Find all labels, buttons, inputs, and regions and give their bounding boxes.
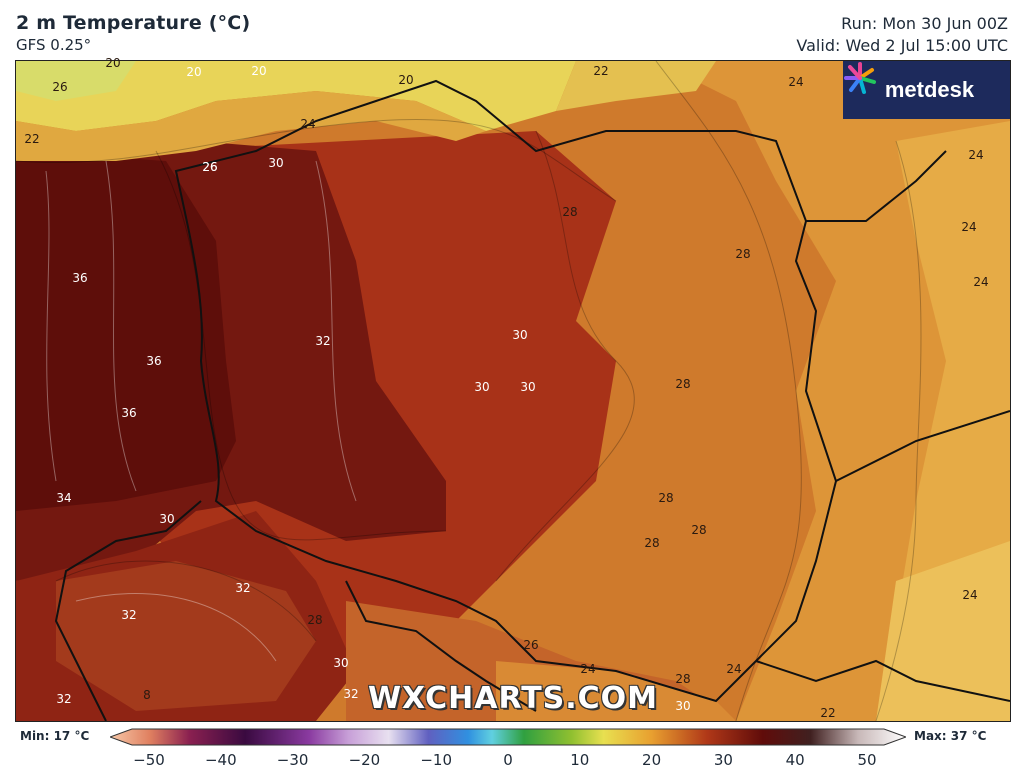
watermark: WXCHARTS.COM bbox=[367, 681, 659, 716]
legend-tick-label: 10 bbox=[570, 751, 590, 769]
contour-label: 36 bbox=[72, 271, 88, 285]
contour-label: 30 bbox=[268, 156, 284, 170]
legend-tick-label: −30 bbox=[276, 751, 309, 769]
brand-name: metdesk bbox=[884, 77, 975, 102]
legend-max: Max: 37 °C bbox=[914, 729, 987, 743]
contour-label: 28 bbox=[307, 613, 323, 627]
contour-label: 20 bbox=[251, 64, 267, 78]
contour-label: 28 bbox=[691, 523, 707, 537]
contour-label: 30 bbox=[159, 512, 175, 526]
contour-label: 32 bbox=[56, 692, 72, 706]
contour-label: 26 bbox=[202, 160, 218, 174]
contour-label: 26 bbox=[52, 80, 68, 94]
legend-tick-label: 20 bbox=[642, 751, 662, 769]
contour-label: 30 bbox=[474, 380, 490, 394]
contour-label: 24 bbox=[300, 117, 316, 131]
legend-tick-label: −10 bbox=[420, 751, 453, 769]
contour-label: 30 bbox=[520, 380, 536, 394]
legend-min: Min: 17 °C bbox=[20, 729, 90, 743]
legend-tick-label: 30 bbox=[713, 751, 733, 769]
contour-label: 34 bbox=[56, 491, 72, 505]
color-scale-bar bbox=[110, 728, 906, 746]
contour-label: 20 bbox=[105, 56, 121, 70]
contour-label: 22 bbox=[820, 706, 836, 720]
contour-label: 24 bbox=[961, 220, 977, 234]
contour-label: 32 bbox=[121, 608, 137, 622]
contour-label: 24 bbox=[726, 662, 742, 676]
contour-label: 32 bbox=[343, 687, 359, 701]
contour-label: 28 bbox=[658, 491, 674, 505]
contour-label: 30 bbox=[675, 699, 691, 713]
legend-tick-label: −20 bbox=[348, 751, 381, 769]
contour-label: 36 bbox=[121, 406, 137, 420]
contour-label: 8 bbox=[143, 688, 151, 702]
chart-title: 2 m Temperature (°C) bbox=[16, 12, 251, 34]
contour-label: 32 bbox=[235, 581, 251, 595]
model-label: GFS 0.25° bbox=[16, 36, 92, 54]
contour-label: 24 bbox=[973, 275, 989, 289]
legend-tick-label: 40 bbox=[785, 751, 805, 769]
temperature-map[interactable]: metdesk WXCHARTS.COM bbox=[15, 60, 1011, 722]
contour-label: 28 bbox=[562, 205, 578, 219]
run-label: Run: Mon 30 Jun 00Z bbox=[841, 14, 1008, 33]
contour-label: 36 bbox=[146, 354, 162, 368]
legend-tick-label: 0 bbox=[503, 751, 513, 769]
contour-label: 28 bbox=[644, 536, 660, 550]
contour-label: 28 bbox=[735, 247, 751, 261]
contour-label: 22 bbox=[593, 64, 609, 78]
contour-label: 20 bbox=[398, 73, 414, 87]
contour-label: 26 bbox=[202, 160, 218, 174]
contour-label: 24 bbox=[962, 588, 978, 602]
map-canvas bbox=[16, 61, 1010, 721]
contour-label: 22 bbox=[24, 132, 40, 146]
contour-label: 24 bbox=[580, 662, 596, 676]
legend-tick-label: 50 bbox=[857, 751, 877, 769]
legend-tick-label: −50 bbox=[133, 751, 165, 769]
contour-label: 30 bbox=[512, 328, 528, 342]
contour-label: 30 bbox=[333, 656, 349, 670]
metdesk-logo: metdesk bbox=[843, 61, 1010, 119]
contour-label: 26 bbox=[523, 638, 539, 652]
contour-label: 20 bbox=[186, 65, 202, 79]
contour-label: 28 bbox=[675, 377, 691, 391]
contour-label: 28 bbox=[675, 672, 691, 686]
legend-tick-label: −40 bbox=[204, 751, 237, 769]
contour-label: 32 bbox=[315, 334, 331, 348]
contour-label: 24 bbox=[788, 75, 804, 89]
valid-label: Valid: Wed 2 Jul 15:00 UTC bbox=[796, 36, 1008, 55]
contour-label: 24 bbox=[968, 148, 984, 162]
